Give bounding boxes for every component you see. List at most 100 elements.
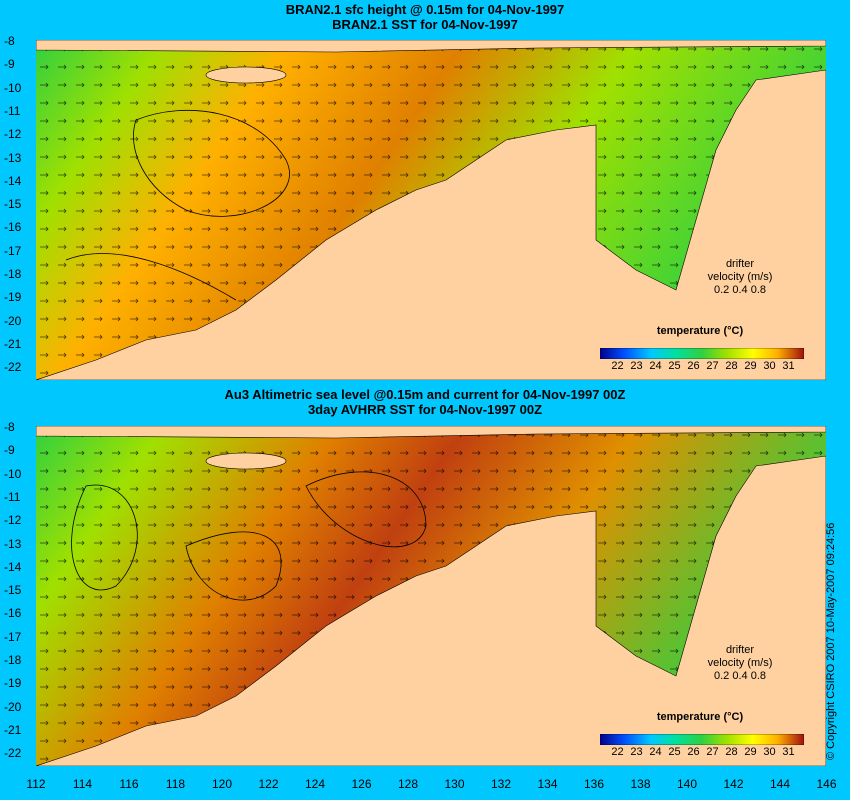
longitude-tick-label: 116 xyxy=(119,777,139,791)
bottom-title-line1: Au3 Altimetric sea level @0.15m and curr… xyxy=(224,387,626,402)
latitude-tick-label: -18 xyxy=(4,653,22,667)
latitude-tick-label: -18 xyxy=(4,267,22,281)
colorbar-tick-label: 22 xyxy=(611,746,624,758)
longitude-tick-label: 134 xyxy=(537,777,558,791)
colorbar-tick-label: 23 xyxy=(630,360,643,372)
colorbar-tick-label: 29 xyxy=(744,360,757,372)
latitude-tick-label: -15 xyxy=(4,197,22,212)
bottom-colorbar-gradient xyxy=(599,733,805,746)
longitude-tick-label: 114 xyxy=(72,777,93,791)
latitude-tick-label: -22 xyxy=(4,746,22,761)
latitude-tick-label: -22 xyxy=(4,360,22,375)
top-title-line1: BRAN2.1 sfc height @ 0.15m for 04-Nov-19… xyxy=(285,2,565,17)
latitude-tick-label: -8 xyxy=(4,420,15,434)
longitude-tick-label: 136 xyxy=(583,777,605,791)
colorbar-tick-label: 27 xyxy=(706,360,719,372)
longitude-tick-label: 142 xyxy=(723,777,744,791)
latitude-tick-label: -10 xyxy=(4,466,22,481)
longitude-tick-label: 122 xyxy=(258,777,279,791)
colorbar-tick-label: 25 xyxy=(668,360,681,372)
top-title-line2: BRAN2.1 SST for 04-Nov-1997 xyxy=(332,17,518,32)
colorbar-tick-label: 27 xyxy=(706,746,719,758)
top-map-panel xyxy=(36,40,826,380)
latitude-tick-label: -13 xyxy=(4,536,22,551)
bottom-colorbar-title: temperature (°C) xyxy=(656,711,744,723)
longitude-tick-label: 138 xyxy=(630,777,651,791)
top-colorbar-title: temperature (°C) xyxy=(656,325,744,337)
bottom-sst-map xyxy=(36,426,826,766)
australia-landmass xyxy=(36,455,826,766)
indonesia-landmass xyxy=(36,40,826,53)
colorbar-tick-label: 26 xyxy=(687,746,700,758)
latitude-tick-label: -12 xyxy=(4,127,22,142)
latitude-tick-label: -21 xyxy=(4,722,22,737)
longitude-tick-label: 126 xyxy=(351,777,372,791)
sea-level-contour xyxy=(71,484,138,591)
copyright-notice: © Copyright CSIRO 2007 10-May-2007 09:24… xyxy=(825,522,837,760)
longitude-tick-label: 118 xyxy=(165,777,186,791)
drifter-legend-line1: drifter xyxy=(725,258,755,270)
colorbar-tick-label: 31 xyxy=(782,360,795,372)
australia-landmass xyxy=(36,69,826,380)
longitude-tick-label: 146 xyxy=(816,777,837,791)
colorbar-tick-label: 30 xyxy=(763,746,776,758)
latitude-tick-label: -17 xyxy=(4,629,22,644)
bottom-colorbar xyxy=(599,732,805,746)
bottom-drifter-legend: drifter velocity (m/s) 0.2 0.4 0.8 xyxy=(695,644,785,683)
colorbar-tick-label: 31 xyxy=(782,746,795,758)
colorbar-tick-label: 28 xyxy=(725,746,738,758)
latitude-tick-label: -20 xyxy=(4,313,22,328)
latitude-tick-label: -21 xyxy=(4,336,22,351)
indonesia-landmass xyxy=(36,426,826,439)
latitude-tick-label: -16 xyxy=(4,606,22,621)
colorbar-tick-label: 23 xyxy=(630,746,643,758)
top-drifter-legend: drifter velocity (m/s) 0.2 0.4 0.8 xyxy=(695,258,785,297)
drifter-legend-line2: velocity (m/s) xyxy=(707,657,773,669)
bottom-map-panel xyxy=(36,426,826,766)
longitude-tick-label: 128 xyxy=(397,777,419,791)
latitude-tick-label: -12 xyxy=(4,513,22,528)
latitude-tick-label: -14 xyxy=(4,173,22,188)
drifter-legend-line3: 0.2 0.4 0.8 xyxy=(714,284,766,296)
drifter-legend-line3: 0.2 0.4 0.8 xyxy=(714,670,766,682)
colorbar-tick-label: 22 xyxy=(611,360,624,372)
top-colorbar xyxy=(599,346,805,360)
longitude-tick-label: 140 xyxy=(676,777,698,791)
latitude-tick-label: -8 xyxy=(4,34,15,48)
top-colorbar-ticks: 22 23 24 25 26 27 28 29 30 31 xyxy=(608,360,798,372)
latitude-tick-label: -9 xyxy=(4,57,15,72)
longitude-tick-label: 130 xyxy=(444,777,465,791)
latitude-tick-label: -20 xyxy=(4,699,22,714)
colorbar-tick-label: 29 xyxy=(744,746,757,758)
latitude-tick-label: -16 xyxy=(4,220,22,235)
bottom-title-line2: 3day AVHRR SST for 04-Nov-1997 00Z xyxy=(307,402,543,417)
latitude-tick-label: -10 xyxy=(4,80,22,95)
latitude-tick-label: -19 xyxy=(4,676,22,691)
latitude-tick-label: -14 xyxy=(4,559,22,574)
colorbar-tick-label: 25 xyxy=(668,746,681,758)
drifter-legend-line2: velocity (m/s) xyxy=(707,271,773,283)
sea-level-contour xyxy=(305,471,427,548)
latitude-tick-label: -11 xyxy=(4,489,21,504)
timor-island xyxy=(205,66,287,84)
latitude-tick-label: -9 xyxy=(4,443,15,458)
sea-level-contour xyxy=(185,531,282,601)
colorbar-tick-label: 24 xyxy=(649,360,662,372)
sfc-height-contour xyxy=(133,110,290,217)
latitude-tick-label: -15 xyxy=(4,583,22,598)
colorbar-tick-label: 28 xyxy=(725,360,738,372)
sfc-height-contour xyxy=(65,253,237,301)
timor-island xyxy=(205,452,287,470)
longitude-tick-label: 120 xyxy=(211,777,233,791)
colorbar-tick-label: 24 xyxy=(649,746,662,758)
longitude-tick-label: 144 xyxy=(769,777,791,791)
bottom-colorbar-ticks: 22 23 24 25 26 27 28 29 30 31 xyxy=(608,746,798,758)
longitude-tick-label: 124 xyxy=(304,777,326,791)
latitude-tick-label: -11 xyxy=(4,103,21,118)
latitude-tick-label: -19 xyxy=(4,290,22,305)
top-sst-map xyxy=(36,40,826,380)
latitude-tick-label: -13 xyxy=(4,150,22,165)
colorbar-tick-label: 30 xyxy=(763,360,776,372)
top-colorbar-gradient xyxy=(599,347,805,360)
drifter-legend-line1: drifter xyxy=(725,644,755,656)
